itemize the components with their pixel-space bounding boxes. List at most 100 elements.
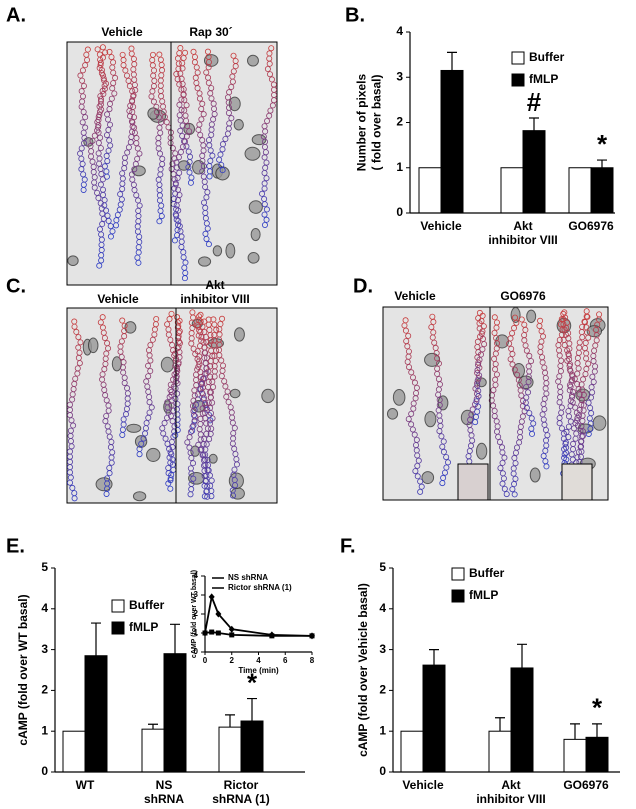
track-point xyxy=(208,131,215,138)
track-point xyxy=(434,370,441,377)
track-point xyxy=(105,345,112,352)
track-point xyxy=(266,112,273,119)
condition-label: inhibitor VIII xyxy=(180,292,249,306)
track-point xyxy=(261,154,268,161)
x-tick-label: inhibitor VIII xyxy=(488,233,557,247)
bar xyxy=(488,730,512,773)
track-point xyxy=(176,101,183,108)
cell xyxy=(476,442,488,460)
bar xyxy=(418,167,442,214)
track-point xyxy=(565,423,572,430)
track-point xyxy=(576,391,583,398)
track-point xyxy=(473,398,480,405)
track-point xyxy=(80,171,87,178)
track-point xyxy=(492,350,499,357)
track-point xyxy=(512,449,519,456)
track-point xyxy=(264,118,271,125)
track-point xyxy=(263,206,270,213)
track-point xyxy=(140,435,147,442)
error-bar xyxy=(495,717,505,732)
track-point xyxy=(525,378,532,385)
track-point xyxy=(133,192,140,199)
track-point xyxy=(219,146,226,153)
track-point xyxy=(103,490,110,497)
track-point xyxy=(106,433,113,440)
track-point xyxy=(94,46,101,53)
track-point xyxy=(261,170,268,177)
track-point xyxy=(209,399,216,406)
track-point xyxy=(106,470,113,477)
significance-mark: * xyxy=(592,693,603,723)
track-point xyxy=(513,319,520,326)
track-point xyxy=(190,408,197,415)
condition-label: GO6976 xyxy=(500,289,546,303)
track-point xyxy=(177,149,184,156)
track-point xyxy=(99,210,106,217)
track-point xyxy=(155,114,162,121)
track-point xyxy=(124,149,131,156)
track-point xyxy=(188,340,195,347)
cell xyxy=(225,242,236,259)
track-point xyxy=(99,176,106,183)
track-point xyxy=(118,353,125,360)
track-point xyxy=(409,426,416,433)
track-point xyxy=(171,155,178,162)
track-point xyxy=(404,343,411,350)
track-point xyxy=(225,109,232,116)
track-point xyxy=(495,433,502,440)
track-point xyxy=(580,391,587,398)
inset-image xyxy=(457,463,489,501)
track-point xyxy=(158,213,165,220)
track-point xyxy=(157,119,164,126)
significance-mark: * xyxy=(597,129,608,159)
track-point xyxy=(203,404,210,411)
track-point xyxy=(69,484,76,491)
track-point xyxy=(87,153,94,160)
x-tick-label: Rictor xyxy=(224,778,259,792)
track-point xyxy=(187,491,194,498)
track-point xyxy=(127,113,134,120)
cell xyxy=(421,471,435,485)
track-point xyxy=(176,340,183,347)
bar xyxy=(440,69,464,214)
cell xyxy=(228,96,241,112)
track-point xyxy=(206,472,213,479)
cell xyxy=(424,411,437,428)
track-point xyxy=(200,111,207,118)
y-tick-label: 4 xyxy=(396,24,403,38)
track-point xyxy=(100,191,107,198)
track-point xyxy=(194,348,201,355)
error-bar xyxy=(148,723,158,730)
track-point xyxy=(67,479,74,486)
cell xyxy=(147,107,160,120)
track-point xyxy=(103,132,110,139)
track-point xyxy=(111,90,118,97)
track-point xyxy=(541,406,548,413)
legend-label: Buffer xyxy=(469,566,505,580)
track-point xyxy=(481,341,488,348)
track-point xyxy=(169,145,176,152)
track-point xyxy=(195,126,202,133)
track-point xyxy=(509,486,516,493)
bar xyxy=(400,730,424,773)
track-point xyxy=(210,384,217,391)
track-point xyxy=(585,360,592,367)
cell xyxy=(244,146,261,161)
track-point xyxy=(472,419,479,426)
track-point xyxy=(168,402,175,409)
track-point xyxy=(511,491,518,498)
track-point xyxy=(203,420,210,427)
track-point xyxy=(98,106,105,113)
cell xyxy=(592,415,607,431)
track-point xyxy=(528,358,535,365)
x-tick-label: 4 xyxy=(256,656,261,665)
track-point xyxy=(590,358,597,365)
track-point xyxy=(530,420,537,427)
x-tick-label: 2 xyxy=(230,656,235,665)
track-point xyxy=(119,317,126,324)
track-point xyxy=(128,50,135,57)
track-point xyxy=(202,478,209,485)
cell xyxy=(177,160,191,171)
track-point xyxy=(167,336,174,343)
